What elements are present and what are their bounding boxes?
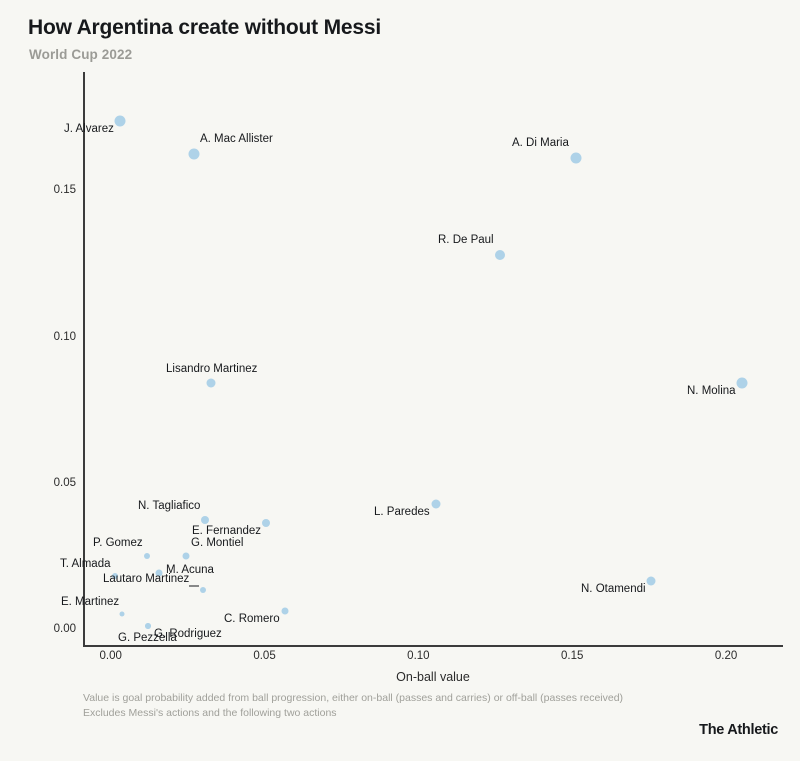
y-tick-label: 0.15 [53, 184, 76, 197]
data-point[interactable] [114, 115, 126, 127]
data-point-label: G. Montiel [191, 537, 244, 549]
data-point[interactable] [143, 552, 150, 559]
data-point-label: R. De Paul [438, 234, 494, 246]
data-point-label: N. Tagliafico [138, 500, 201, 512]
data-point-label: G. Pezzella [118, 632, 177, 644]
footnote-line-1: Value is goal probability added from bal… [83, 692, 624, 704]
x-tick-label: 0.20 [714, 650, 738, 662]
x-tick-label: 0.10 [407, 650, 430, 662]
data-point-label: N. Otamendi [581, 583, 646, 595]
data-point[interactable] [281, 607, 289, 615]
y-tick-label: 0.05 [53, 476, 76, 489]
data-point[interactable] [144, 623, 151, 630]
data-point-label: Lautaro Martinez [103, 573, 190, 585]
data-point-label: G. Rodriguez [154, 628, 222, 640]
footnote-line-2: Excludes Messi's actions and the followi… [83, 707, 337, 719]
data-point[interactable] [431, 499, 441, 509]
plot-area [83, 72, 783, 646]
x-axis-line [83, 645, 783, 647]
y-axis-line [83, 72, 85, 646]
y-tick-label: 0.10 [53, 330, 76, 343]
data-point-label: M. Acuna [166, 564, 214, 576]
data-point-label: N. Molina [687, 385, 736, 397]
y-tick-label: 0.00 [53, 623, 76, 636]
data-point[interactable] [200, 515, 209, 524]
data-point-label: E. Fernandez [192, 525, 262, 537]
data-point[interactable] [182, 552, 190, 560]
page-title: How Argentina create without Messi [28, 16, 381, 39]
data-point-label: P. Gomez [93, 537, 143, 549]
data-point-label: C. Romero [224, 613, 280, 625]
data-point-label: A. Di Maria [512, 137, 569, 149]
y-axis-ticks: 0.00 0.05 0.10 0.15 [36, 0, 76, 761]
x-tick-label: 0.00 [99, 650, 122, 662]
data-point-label: Lisandro Martinez [166, 363, 258, 375]
x-tick-label: 0.15 [561, 650, 584, 662]
brand-logo: The Athletic [699, 722, 778, 738]
data-point[interactable] [206, 378, 216, 388]
x-axis-title: On-ball value [396, 670, 470, 684]
data-point[interactable] [155, 569, 163, 577]
data-point-label: J. Alvarez [64, 123, 114, 135]
data-point-label: A. Mac Allister [200, 133, 273, 145]
chart-subtitle: World Cup 2022 [29, 47, 133, 62]
data-point[interactable] [495, 249, 506, 260]
data-point[interactable] [111, 573, 118, 580]
data-point-label: T. Almada [60, 558, 111, 570]
data-point-label: E. Martinez [61, 596, 120, 608]
data-point-label: L. Paredes [374, 506, 430, 518]
data-point[interactable] [736, 377, 748, 389]
data-point[interactable] [262, 518, 271, 527]
data-point[interactable] [119, 611, 125, 617]
x-tick-label: 0.05 [253, 650, 276, 662]
data-point[interactable] [646, 576, 656, 586]
data-point[interactable] [570, 152, 582, 164]
data-point[interactable] [188, 148, 200, 160]
data-point[interactable] [200, 587, 206, 594]
